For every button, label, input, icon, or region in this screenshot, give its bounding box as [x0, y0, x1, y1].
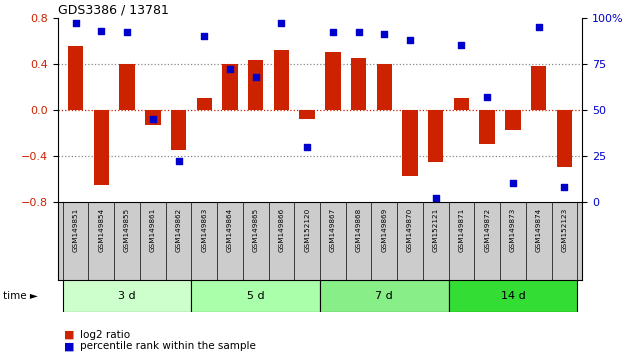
Bar	[449, 280, 577, 312]
Point	[405, 37, 415, 42]
Bar	[300, 110, 315, 119]
Text: GSM149866: GSM149866	[278, 208, 284, 252]
Text: GSM149862: GSM149862	[175, 208, 182, 252]
Bar	[454, 98, 469, 110]
Text: 5 d: 5 d	[247, 291, 264, 301]
Point	[199, 33, 209, 39]
Point	[225, 67, 235, 72]
Bar	[320, 280, 449, 312]
Bar	[171, 110, 186, 150]
Point	[148, 116, 158, 122]
Point	[302, 144, 312, 149]
Text: GSM149871: GSM149871	[458, 208, 465, 252]
Point	[353, 30, 364, 35]
Point	[251, 74, 261, 79]
Text: ■: ■	[64, 341, 74, 351]
Point	[559, 184, 570, 190]
Text: GSM149872: GSM149872	[484, 208, 490, 252]
Text: GSM152120: GSM152120	[304, 208, 310, 252]
Point	[534, 24, 544, 30]
Bar	[403, 110, 418, 176]
Point	[328, 30, 338, 35]
Point	[482, 94, 492, 100]
Bar	[325, 52, 340, 110]
Text: GSM149870: GSM149870	[407, 208, 413, 252]
Bar	[351, 58, 366, 110]
Point	[508, 181, 518, 186]
Text: GSM149867: GSM149867	[330, 208, 336, 252]
Text: 7 d: 7 d	[376, 291, 393, 301]
Point	[122, 30, 132, 35]
Bar	[196, 98, 212, 110]
Bar	[191, 280, 320, 312]
Bar	[428, 110, 444, 161]
Bar	[68, 46, 83, 110]
Text: ■: ■	[64, 330, 74, 339]
Text: 14 d: 14 d	[500, 291, 525, 301]
Text: GSM149864: GSM149864	[227, 208, 233, 252]
Text: 3 d: 3 d	[118, 291, 136, 301]
Text: GSM149855: GSM149855	[124, 208, 130, 252]
Point	[276, 21, 287, 26]
Point	[456, 42, 467, 48]
Text: GSM149851: GSM149851	[72, 208, 79, 252]
Bar	[63, 280, 191, 312]
Bar	[505, 110, 521, 131]
Bar	[479, 110, 495, 144]
Text: GDS3386 / 13781: GDS3386 / 13781	[58, 4, 168, 17]
Text: log2 ratio: log2 ratio	[80, 330, 130, 339]
Text: GSM149854: GSM149854	[99, 208, 104, 252]
Text: GSM149873: GSM149873	[510, 208, 516, 252]
Text: GSM149863: GSM149863	[201, 208, 207, 252]
Bar	[376, 64, 392, 110]
Bar	[248, 60, 264, 110]
Text: time ►: time ►	[3, 291, 38, 301]
Bar	[274, 50, 289, 110]
Bar	[531, 66, 547, 110]
Bar	[145, 110, 161, 125]
Text: GSM149861: GSM149861	[150, 208, 156, 252]
Text: GSM149865: GSM149865	[253, 208, 259, 252]
Bar	[93, 110, 109, 184]
Point	[70, 21, 81, 26]
Text: GSM152123: GSM152123	[561, 208, 568, 252]
Point	[379, 32, 389, 37]
Text: GSM149869: GSM149869	[381, 208, 387, 252]
Text: GSM149868: GSM149868	[356, 208, 362, 252]
Point	[173, 159, 184, 164]
Point	[96, 28, 106, 33]
Text: GSM152121: GSM152121	[433, 208, 439, 252]
Text: percentile rank within the sample: percentile rank within the sample	[80, 341, 256, 351]
Text: GSM149874: GSM149874	[536, 208, 541, 252]
Bar	[222, 64, 237, 110]
Point	[431, 195, 441, 201]
Bar	[119, 64, 135, 110]
Bar	[557, 110, 572, 167]
